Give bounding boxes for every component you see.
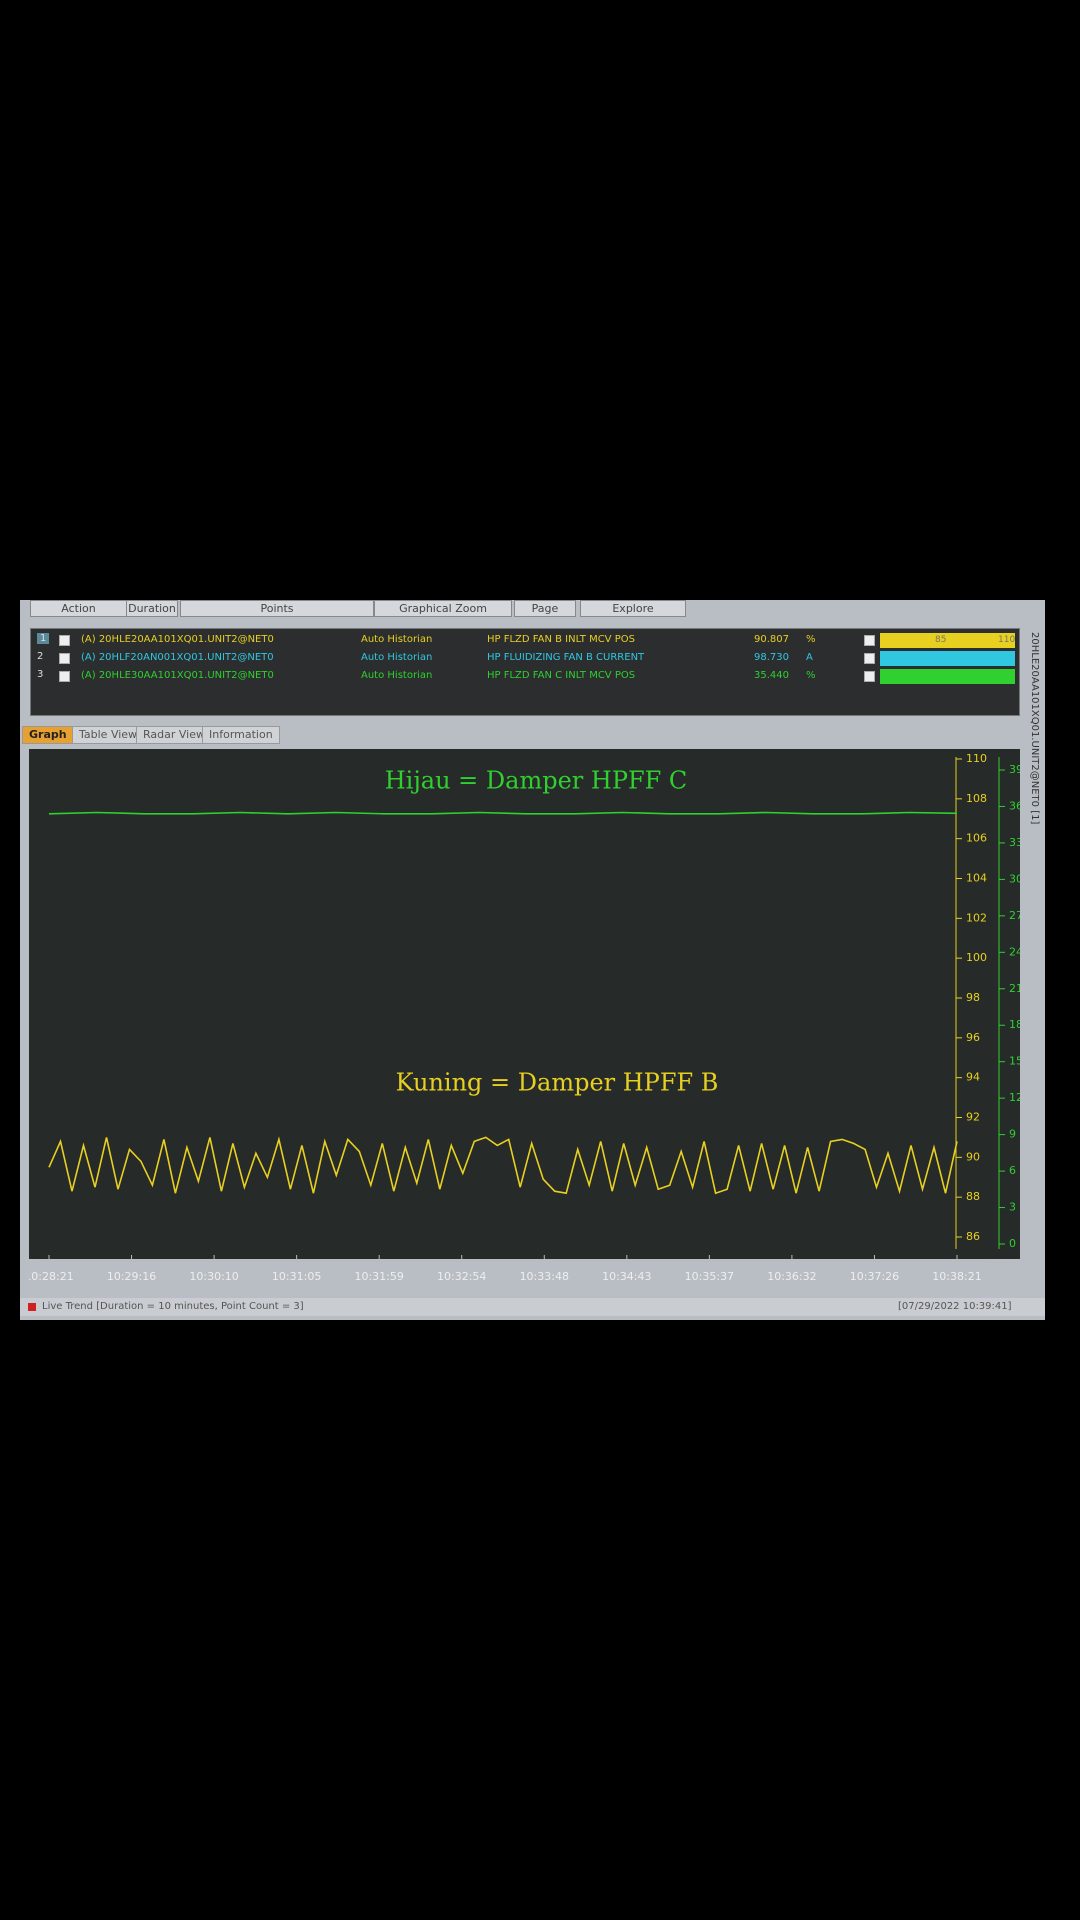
row-index: 3 <box>37 669 44 680</box>
side-label: 20HLE20AA101XQ01.UNIT2@NET0 [1] <box>1029 632 1040 825</box>
scale-high: 110 <box>998 635 1016 645</box>
y-tick-label: 6 <box>1009 1164 1016 1177</box>
annotation: Hijau = Damper HPFF C <box>385 767 688 795</box>
point-description: HP FLUIDIZING FAN B CURRENT <box>487 652 645 663</box>
x-tick-label: 10:38:21 <box>932 1270 981 1283</box>
y-tick-label: 92 <box>966 1111 980 1124</box>
point-tag: (A) 20HLE20AA101XQ01.UNIT2@NET0 <box>81 634 274 645</box>
x-tick-label: 10:34:43 <box>602 1270 651 1283</box>
series-line <box>48 811 958 815</box>
point-unit: % <box>806 670 816 681</box>
y-tick-label: 106 <box>966 832 987 845</box>
point-unit: % <box>806 634 816 645</box>
y-tick-label: 36 <box>1009 799 1020 812</box>
y-tick-label: 15 <box>1009 1055 1020 1068</box>
x-tick-label: 10:37:26 <box>850 1270 899 1283</box>
y-tick-label: 0 <box>1009 1237 1016 1250</box>
point-description: HP FLZD FAN C INLT MCV POS <box>487 670 636 681</box>
y-tick-label: 98 <box>966 991 980 1004</box>
y-tick-label: 94 <box>966 1071 980 1084</box>
y-tick-label: 96 <box>966 1031 980 1044</box>
x-tick-label: 10:35:37 <box>685 1270 734 1283</box>
checkbox[interactable] <box>59 653 70 664</box>
x-tick-label: 10:33:48 <box>520 1270 569 1283</box>
scale-bar <box>880 651 1015 666</box>
plot-background <box>29 749 1020 1259</box>
point-value: 90.807 <box>754 634 789 645</box>
y-tick-label: 27 <box>1009 909 1020 922</box>
row-index: 1 <box>37 633 50 644</box>
status-timestamp: [07/29/2022 10:39:41] <box>898 1301 1012 1312</box>
y-tick-label: 104 <box>966 872 987 885</box>
point-unit: A <box>806 652 813 663</box>
toolbar-button[interactable]: Points <box>180 600 374 617</box>
point-source: Auto Historian <box>361 670 433 681</box>
scale-bar <box>880 669 1015 684</box>
y-tick-label: 18 <box>1009 1018 1020 1031</box>
toolbar-button[interactable]: Graphical Zoom <box>374 600 512 617</box>
y-tick-label: 30 <box>1009 872 1020 885</box>
trend-chart: 8688909294969810010210410610811003691215… <box>29 749 1020 1283</box>
scale-bar: 85 110 <box>880 633 1015 648</box>
tab[interactable]: Graph <box>22 726 74 744</box>
points-table: 1 (A) 20HLE20AA101XQ01.UNIT2@NET0 Auto His… <box>30 628 1020 716</box>
x-tick-label: 10:29:16 <box>107 1270 156 1283</box>
y-tick-label: 39 <box>1009 763 1020 776</box>
row-index: 2 <box>37 651 44 662</box>
y-tick-label: 9 <box>1009 1128 1016 1141</box>
point-source: Auto Historian <box>361 652 433 663</box>
checkbox[interactable] <box>864 635 875 646</box>
checkbox[interactable] <box>59 635 70 646</box>
x-tick-label: 10:36:32 <box>767 1270 816 1283</box>
checkbox[interactable] <box>59 671 70 682</box>
y-tick-label: 21 <box>1009 982 1020 995</box>
checkbox[interactable] <box>864 653 875 664</box>
y-tick-label: 88 <box>966 1190 980 1203</box>
status-text: Live Trend [Duration = 10 minutes, Point… <box>42 1301 304 1312</box>
y-tick-label: 102 <box>966 911 987 924</box>
y-tick-label: 33 <box>1009 836 1020 849</box>
x-tick-label: 10:32:54 <box>437 1270 486 1283</box>
y-tick-label: 110 <box>966 752 987 765</box>
toolbar-button[interactable]: Page <box>514 600 576 617</box>
point-value: 98.730 <box>754 652 789 663</box>
y-tick-label: 12 <box>1009 1091 1020 1104</box>
checkbox[interactable] <box>864 671 875 682</box>
y-tick-label: 24 <box>1009 945 1020 958</box>
y-tick-label: 90 <box>966 1150 980 1163</box>
toolbar-button[interactable]: Explore <box>580 600 686 617</box>
annotation: Kuning = Damper HPFF B <box>396 1069 719 1097</box>
x-tick-label: 10:31:59 <box>354 1270 403 1283</box>
x-tick-label: 10:31:05 <box>272 1270 321 1283</box>
toolbar-button[interactable]: Duration <box>126 600 178 617</box>
x-tick-label: 10:30:10 <box>189 1270 238 1283</box>
y-tick-label: 86 <box>966 1230 980 1243</box>
point-value: 35.440 <box>754 670 789 681</box>
tab[interactable]: Radar View <box>136 726 212 744</box>
status-icon <box>28 1303 36 1311</box>
y-tick-label: 108 <box>966 792 987 805</box>
status-bar: Live Trend [Duration = 10 minutes, Point… <box>20 1298 1045 1316</box>
y-tick-label: 3 <box>1009 1201 1016 1214</box>
scale-low: 85 <box>935 635 947 645</box>
tab[interactable]: Information <box>202 726 280 744</box>
point-tag: (A) 20HLF20AN001XQ01.UNIT2@NET0 <box>81 652 274 663</box>
y-tick-label: 100 <box>966 951 987 964</box>
point-tag: (A) 20HLE30AA101XQ01.UNIT2@NET0 <box>81 670 274 681</box>
point-description: HP FLZD FAN B INLT MCV POS <box>487 634 635 645</box>
toolbar-button[interactable]: Action <box>30 600 127 617</box>
tab[interactable]: Table View <box>72 726 145 744</box>
x-tick-label: 10:28:21 <box>29 1270 74 1283</box>
point-source: Auto Historian <box>361 634 433 645</box>
series-line <box>48 1136 958 1195</box>
